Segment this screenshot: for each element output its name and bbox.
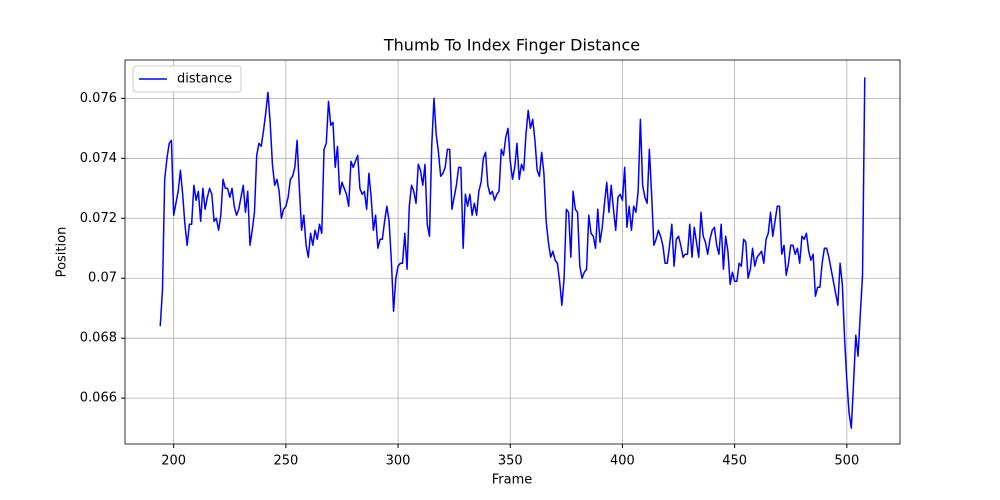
y-tick-label: 0.066 <box>80 391 117 406</box>
y-tick-label: 0.068 <box>80 331 117 346</box>
x-tick-label: 200 <box>161 454 186 469</box>
x-tick-label: 250 <box>273 454 298 469</box>
x-tick-label: 350 <box>498 454 523 469</box>
y-tick-label: 0.072 <box>80 211 117 226</box>
x-tick-label: 500 <box>834 454 859 469</box>
y-tick-label: 0.07 <box>88 271 117 286</box>
plot-frame <box>124 59 901 445</box>
y-tick-label: 0.076 <box>80 91 117 106</box>
legend-box <box>132 65 242 93</box>
chart-title: Thumb To Index Finger Distance <box>383 36 640 55</box>
y-tick-label: 0.074 <box>80 151 117 166</box>
x-tick-label: 300 <box>386 454 411 469</box>
legend-label: distance <box>177 72 232 87</box>
x-tick-label: 400 <box>610 454 635 469</box>
data-line <box>159 77 866 429</box>
x-axis-label: Frame <box>492 473 533 488</box>
x-tick-label: 450 <box>722 454 747 469</box>
y-axis-label: Position <box>55 227 70 278</box>
